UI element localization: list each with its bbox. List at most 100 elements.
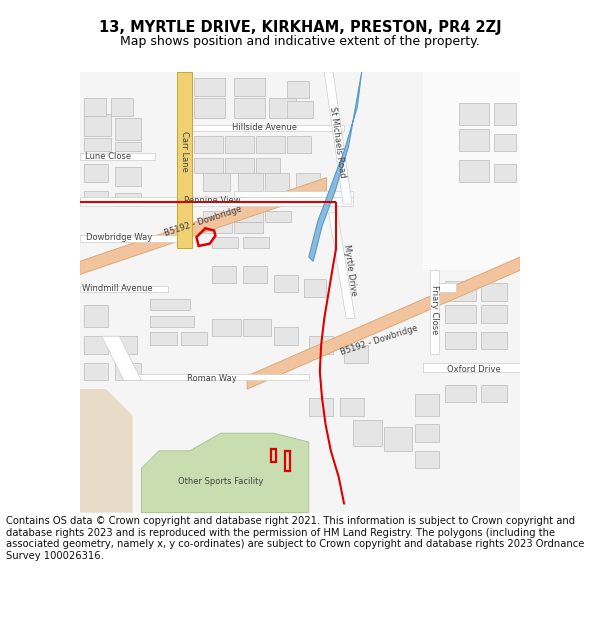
Polygon shape xyxy=(238,173,263,191)
Polygon shape xyxy=(102,336,142,380)
Text: Pennine View: Pennine View xyxy=(184,196,240,205)
Polygon shape xyxy=(269,98,296,118)
Polygon shape xyxy=(430,270,439,354)
Polygon shape xyxy=(124,374,309,380)
Polygon shape xyxy=(142,433,309,512)
Text: B5192 - Dowbridge: B5192 - Dowbridge xyxy=(340,324,419,357)
Polygon shape xyxy=(353,420,382,446)
Polygon shape xyxy=(234,191,353,198)
Polygon shape xyxy=(274,328,298,345)
Polygon shape xyxy=(150,332,176,345)
Polygon shape xyxy=(80,235,185,241)
Polygon shape xyxy=(344,345,368,362)
Polygon shape xyxy=(194,98,225,118)
Polygon shape xyxy=(212,266,236,283)
Polygon shape xyxy=(212,237,238,248)
Polygon shape xyxy=(203,222,232,232)
Polygon shape xyxy=(287,101,313,118)
Polygon shape xyxy=(203,211,232,222)
Polygon shape xyxy=(424,72,520,270)
Text: Map shows position and indicative extent of the property.: Map shows position and indicative extent… xyxy=(120,35,480,48)
Polygon shape xyxy=(150,299,190,310)
Polygon shape xyxy=(115,362,142,380)
Polygon shape xyxy=(181,332,208,345)
Polygon shape xyxy=(190,125,344,131)
Polygon shape xyxy=(415,394,439,416)
Polygon shape xyxy=(256,136,284,153)
Polygon shape xyxy=(84,98,106,116)
Polygon shape xyxy=(243,237,269,248)
Polygon shape xyxy=(424,362,520,371)
Polygon shape xyxy=(481,306,507,323)
Polygon shape xyxy=(234,79,265,96)
Polygon shape xyxy=(203,173,229,191)
Polygon shape xyxy=(115,336,137,354)
Polygon shape xyxy=(309,398,333,416)
Text: St Michaels Road: St Michaels Road xyxy=(328,106,347,179)
Polygon shape xyxy=(309,72,362,261)
Polygon shape xyxy=(340,398,364,416)
Polygon shape xyxy=(115,118,142,140)
Polygon shape xyxy=(176,72,192,248)
Polygon shape xyxy=(247,257,520,389)
Polygon shape xyxy=(194,158,223,173)
Text: Windmill Avenue: Windmill Avenue xyxy=(82,284,152,293)
Polygon shape xyxy=(481,385,507,402)
Polygon shape xyxy=(194,79,225,96)
Polygon shape xyxy=(415,451,439,469)
Polygon shape xyxy=(494,164,516,182)
Text: Lune Close: Lune Close xyxy=(85,152,131,161)
Polygon shape xyxy=(84,114,110,136)
Polygon shape xyxy=(458,102,490,125)
Text: Other Sports Facility: Other Sports Facility xyxy=(178,477,263,486)
Polygon shape xyxy=(80,153,155,160)
Polygon shape xyxy=(84,362,109,380)
Text: Oxford Drive: Oxford Drive xyxy=(447,365,501,374)
Polygon shape xyxy=(84,164,109,182)
Polygon shape xyxy=(80,198,353,206)
Polygon shape xyxy=(225,136,254,153)
Polygon shape xyxy=(415,424,439,442)
Polygon shape xyxy=(265,173,289,191)
Polygon shape xyxy=(80,177,326,274)
Polygon shape xyxy=(80,389,133,512)
Polygon shape xyxy=(110,98,133,116)
Polygon shape xyxy=(458,129,490,151)
Polygon shape xyxy=(445,306,476,323)
Polygon shape xyxy=(115,142,142,151)
Text: Hillside Avenue: Hillside Avenue xyxy=(232,123,297,132)
Polygon shape xyxy=(84,336,109,354)
Polygon shape xyxy=(84,138,110,151)
Polygon shape xyxy=(234,211,263,222)
Polygon shape xyxy=(115,193,142,206)
Polygon shape xyxy=(80,286,168,292)
Text: 13, MYRTLE DRIVE, KIRKHAM, PRESTON, PR4 2ZJ: 13, MYRTLE DRIVE, KIRKHAM, PRESTON, PR4 … xyxy=(98,20,502,35)
Polygon shape xyxy=(225,158,254,173)
Polygon shape xyxy=(194,136,223,153)
Polygon shape xyxy=(274,274,298,292)
Text: Roman Way: Roman Way xyxy=(187,374,237,382)
Polygon shape xyxy=(458,160,490,182)
Text: Friary Close: Friary Close xyxy=(430,285,439,334)
Polygon shape xyxy=(150,316,194,328)
Polygon shape xyxy=(384,427,412,451)
Polygon shape xyxy=(445,332,476,349)
Polygon shape xyxy=(445,385,476,402)
Text: Myrtle Drive: Myrtle Drive xyxy=(342,244,358,296)
Polygon shape xyxy=(494,102,516,125)
Polygon shape xyxy=(287,81,309,98)
Polygon shape xyxy=(234,222,263,232)
Polygon shape xyxy=(243,266,267,283)
Text: Carr Lane: Carr Lane xyxy=(180,131,189,172)
Polygon shape xyxy=(287,136,311,153)
Polygon shape xyxy=(304,279,326,297)
Polygon shape xyxy=(256,158,280,173)
Polygon shape xyxy=(84,306,109,328)
Polygon shape xyxy=(115,167,142,186)
Polygon shape xyxy=(481,332,507,349)
Polygon shape xyxy=(84,191,109,204)
Polygon shape xyxy=(439,283,457,292)
Polygon shape xyxy=(234,98,265,118)
Text: B5192 - Dowbridge: B5192 - Dowbridge xyxy=(163,205,243,239)
Polygon shape xyxy=(265,211,291,222)
